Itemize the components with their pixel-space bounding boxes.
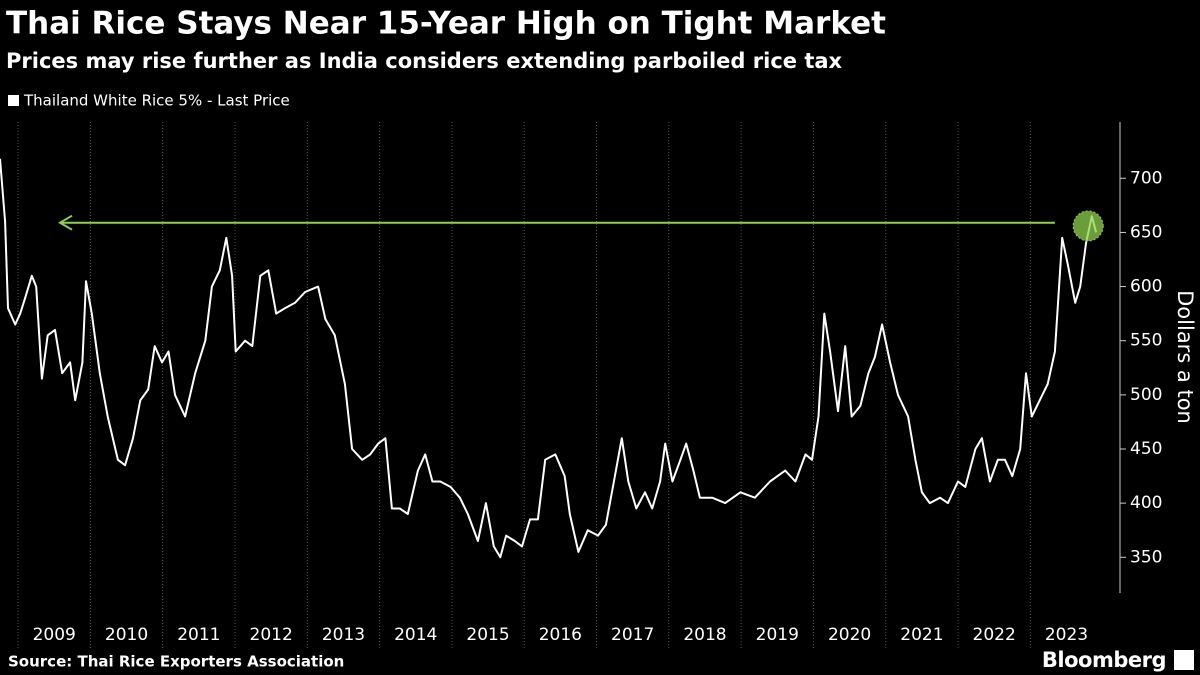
x-tick-label: 2023 <box>1045 625 1088 645</box>
chart-subtitle: Prices may rise further as India conside… <box>6 49 843 73</box>
x-tick-label: 2010 <box>105 625 148 645</box>
y-tick-label: 450 <box>1130 439 1162 459</box>
x-tick-label: 2014 <box>394 625 437 645</box>
source: Source: Thai Rice Exporters Association <box>8 653 344 671</box>
y-tick-label: 350 <box>1130 547 1162 567</box>
y-tick-label: 400 <box>1130 493 1162 513</box>
y-tick-label: 600 <box>1130 277 1162 297</box>
x-tick-label: 2022 <box>973 625 1016 645</box>
x-tick-label: 2016 <box>539 625 582 645</box>
x-tick-label: 2018 <box>683 625 726 645</box>
y-axis-label: Dollars a ton <box>1173 290 1197 424</box>
arrow-head <box>58 214 73 231</box>
x-tick-label: 2020 <box>828 625 871 645</box>
y-tick-label: 650 <box>1130 222 1162 242</box>
y-tick-label: 550 <box>1130 331 1162 351</box>
chart-title: Thai Rice Stays Near 15-Year High on Tig… <box>6 6 886 42</box>
legend-label: Thailand White Rice 5% - Last Price <box>23 92 290 110</box>
x-tick-label: 2011 <box>177 625 220 645</box>
x-tick-label: 2012 <box>250 625 293 645</box>
highlight-circle <box>1072 210 1104 242</box>
y-tick-label: 500 <box>1130 385 1162 405</box>
x-tick-label: 2021 <box>900 625 943 645</box>
brand-icon <box>1174 650 1194 670</box>
brand: Bloomberg <box>1042 648 1166 672</box>
x-tick-label: 2019 <box>756 625 799 645</box>
data-line <box>0 158 1098 559</box>
x-tick-label: 2017 <box>611 625 654 645</box>
x-tick-label: 2009 <box>33 625 76 645</box>
legend-swatch <box>8 95 19 106</box>
y-tick-label: 700 <box>1130 168 1162 188</box>
x-tick-label: 2015 <box>466 625 509 645</box>
x-tick-label: 2013 <box>322 625 365 645</box>
